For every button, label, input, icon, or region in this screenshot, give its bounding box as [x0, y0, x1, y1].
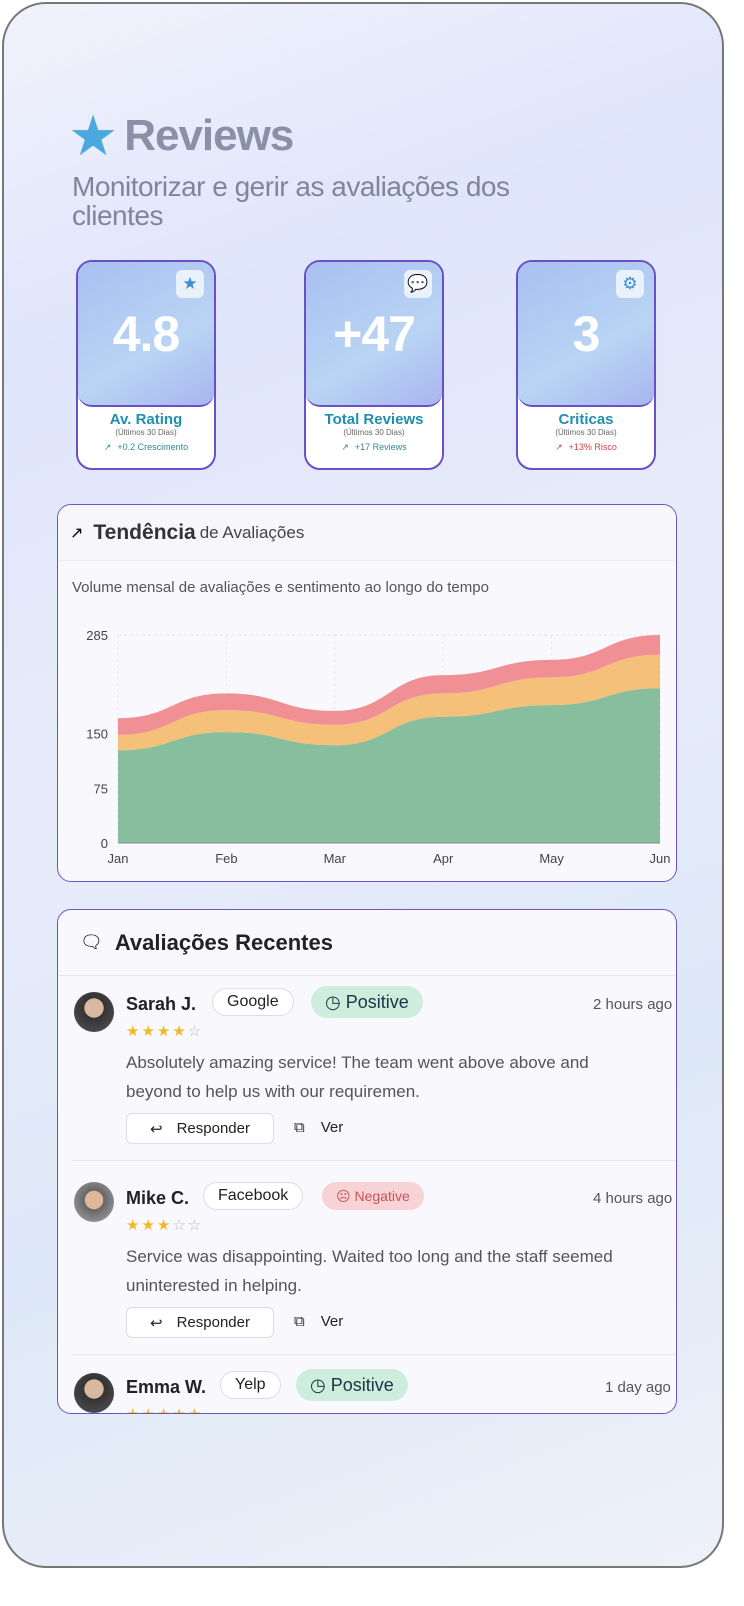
divider: [72, 1354, 676, 1355]
chart-description: Volume mensal de avaliações e sentimento…: [72, 579, 489, 596]
source-badge: Facebook: [203, 1182, 304, 1210]
view-link[interactable]: ⧉ Ver: [294, 1313, 343, 1330]
avatar: [74, 992, 114, 1032]
review-time: 4 hours ago: [593, 1190, 673, 1207]
y-tick-label: 0: [101, 836, 108, 851]
reviewer-name: Emma W.: [126, 1377, 207, 1397]
kpi-card-rating[interactable]: 4.8 ★ Av. Rating (Últimos 30 Dias) ↗ +0.2 …: [76, 260, 216, 470]
clock-icon: ◷: [325, 992, 346, 1012]
rating-stars: ★★★☆☆: [126, 1217, 204, 1234]
reply-label: Responder: [176, 1314, 250, 1331]
area-series-3: [118, 635, 660, 735]
x-tick-label: May: [539, 851, 564, 866]
sentiment-label: Positive: [330, 1375, 394, 1395]
kpi-card-total-reviews[interactable]: +47 💬 Total Reviews (Últimos 30 Dias) ↗ +1…: [304, 260, 444, 470]
y-tick-label: 75: [94, 781, 108, 796]
kpi-period: (Últimos 30 Dias): [343, 428, 405, 437]
message-icon: 💬: [404, 270, 432, 298]
stacked-area-chart: 0 75 150 285 Jan Feb Mar Apr May Jun: [86, 628, 671, 866]
trend-up-icon: ↗: [341, 442, 349, 452]
alert-badge-icon: ⚙: [616, 270, 644, 298]
page-header: ★ Reviews: [68, 104, 294, 167]
clock-icon: ◷: [310, 1375, 331, 1395]
kpi-period: (Últimos 30 Dias): [555, 428, 617, 437]
sentiment-badge: ◷ Positive: [311, 986, 423, 1018]
review-time: 2 hours ago: [593, 996, 673, 1013]
kpi-value: 3: [572, 305, 601, 362]
source-badge: Yelp: [220, 1371, 281, 1399]
sentiment-badge: ◷ Positive: [296, 1369, 408, 1401]
kpi-label: Av. Rating: [109, 411, 183, 428]
kpi-trend: +0.2 Crescimento: [117, 442, 189, 452]
reply-icon: ↩: [150, 1120, 163, 1138]
reply-button[interactable]: ↩ Responder: [126, 1113, 274, 1144]
y-tick-label: 150: [86, 727, 108, 742]
star-icon: ★: [176, 270, 204, 298]
recent-reviews-card: 🗨 Avaliações Recentes Sarah J. Google ◷ P…: [57, 909, 677, 1414]
avatar: [74, 1373, 114, 1413]
reviews-title: Avaliações Recentes: [114, 929, 333, 955]
area-series-2: [118, 654, 660, 751]
kpi-period: (Últimos 30 Dias): [115, 428, 177, 437]
kpi-value: +47: [333, 305, 416, 362]
area-series-1: [118, 688, 660, 843]
chart-title-bold: Tendência: [93, 520, 196, 544]
trend-risk-icon: ↗: [555, 442, 563, 452]
sentiment-badge: ☹ Negative: [322, 1182, 424, 1210]
avatar: [74, 1182, 114, 1222]
kpi-trend: +13% Risco: [568, 442, 617, 452]
sentiment-label: Positive: [345, 992, 409, 1012]
kpi-value: 4.8: [112, 305, 181, 362]
trend-chart-card: ↗ Tendência de Avaliações Volume mensal de…: [57, 504, 677, 882]
rating-stars: ★★★★☆: [126, 1023, 204, 1040]
trend-up-icon: ↗: [103, 442, 112, 452]
kpi-trend: +17 Reviews: [354, 442, 407, 452]
phone-frame: ★ Reviews Monitorizar e gerir as avaliaç…: [2, 2, 724, 1568]
kpi-label: Criticas: [558, 411, 614, 428]
view-link[interactable]: ⧉ Ver: [294, 1119, 343, 1136]
rating-stars: ★★★★★: [126, 1405, 203, 1413]
reviewer-name: Sarah J.: [126, 994, 197, 1014]
star-icon: ★: [68, 104, 119, 167]
message-icon: 🗨: [80, 932, 103, 952]
x-tick-label: Feb: [215, 851, 237, 866]
review-text: Service was disappointing. Waited too lo…: [126, 1247, 613, 1295]
reviewer-name: Mike C.: [126, 1188, 190, 1208]
x-tick-label: Jun: [650, 851, 671, 866]
view-label: Ver: [320, 1119, 344, 1136]
page-subtitle: Monitorizar e gerir as avaliações dos cl…: [72, 171, 510, 231]
external-link-icon: ⧉: [294, 1313, 305, 1330]
review-time: 1 day ago: [605, 1379, 671, 1396]
page-title: Reviews: [124, 111, 294, 160]
reply-button[interactable]: ↩ Responder: [126, 1307, 274, 1338]
chart-title-rest: de Avaliações: [199, 522, 305, 542]
reply-label: Responder: [176, 1120, 250, 1137]
x-tick-label: Jan: [108, 851, 129, 866]
kpi-card-criticas[interactable]: 3 ⚙ Criticas (Últimos 30 Dias) ↗ +13% Risc…: [516, 260, 656, 470]
x-tick-label: Apr: [433, 851, 454, 866]
review-text: Absolutely amazing service! The team wen…: [126, 1053, 589, 1101]
kpi-label: Total Reviews: [324, 411, 424, 428]
sentiment-label: Negative: [354, 1188, 410, 1204]
y-tick-label: 285: [86, 628, 108, 643]
external-link-icon: ⧉: [294, 1119, 305, 1136]
sad-face-icon: ☹: [336, 1188, 355, 1204]
divider: [72, 1160, 676, 1161]
source-badge: Google: [212, 988, 294, 1016]
x-tick-label: Mar: [324, 851, 347, 866]
reply-icon: ↩: [150, 1314, 163, 1332]
trend-icon: ↗: [70, 524, 84, 542]
view-label: Ver: [320, 1313, 344, 1330]
